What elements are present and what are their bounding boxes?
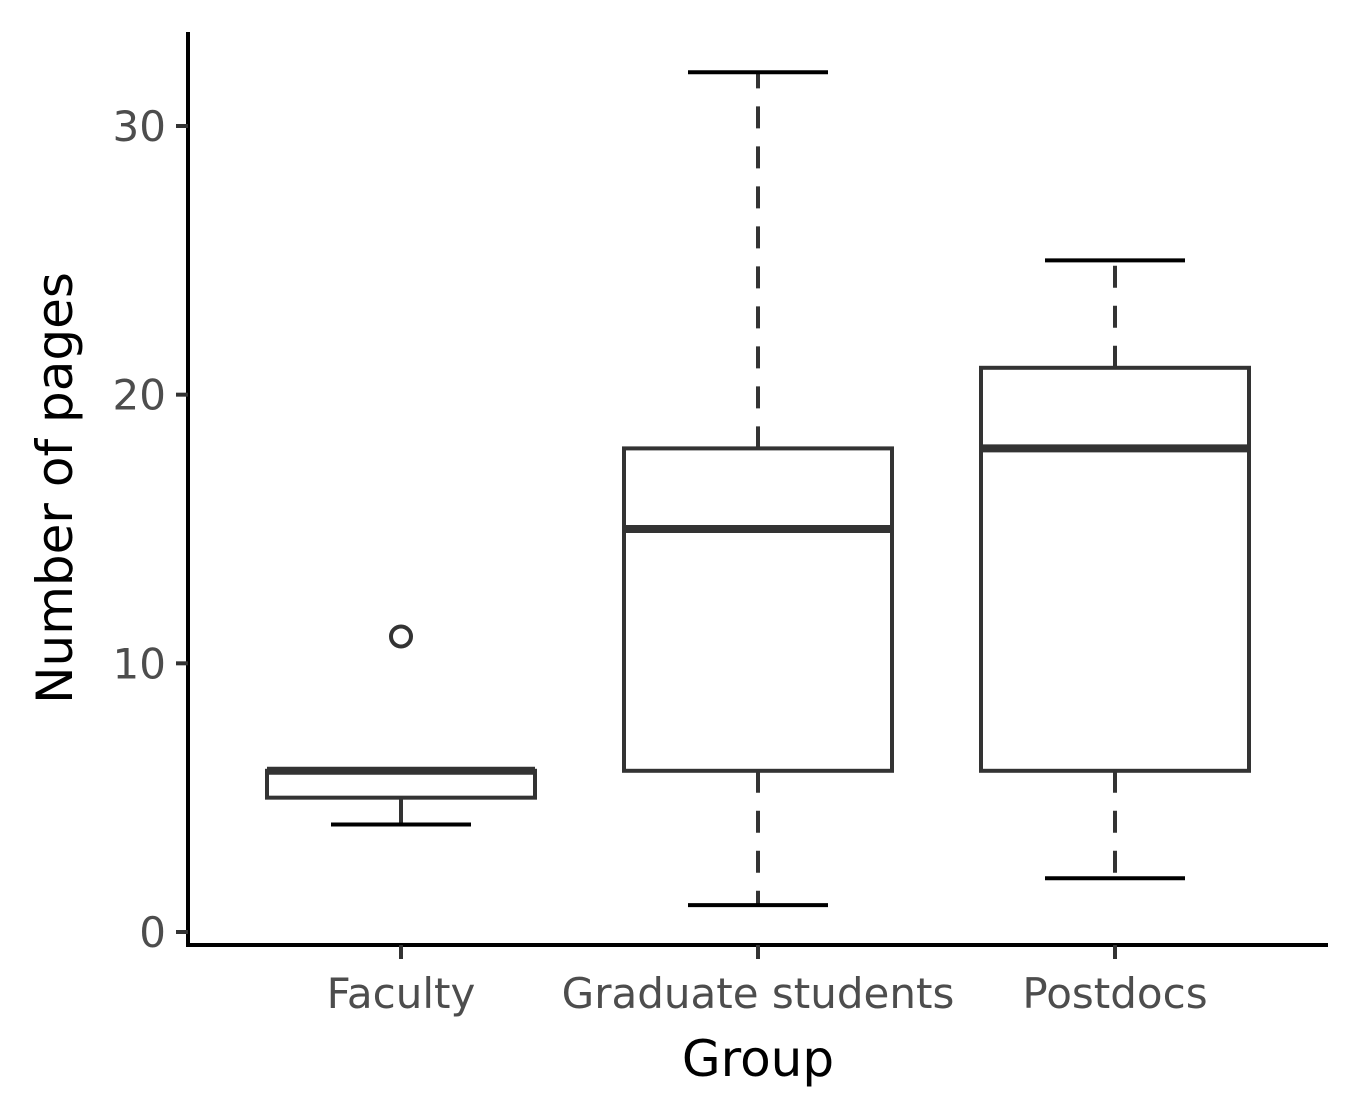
- box-iqr: [622, 446, 894, 773]
- x-tick-label: Faculty: [327, 969, 476, 1018]
- x-tick-label: Postdocs: [1022, 969, 1207, 1018]
- x-axis-title: Group: [682, 1030, 834, 1088]
- y-tick-label: 30: [113, 102, 166, 151]
- y-axis-title: Number of pages: [26, 272, 84, 704]
- x-tick-label: Graduate students: [562, 969, 955, 1018]
- y-tick-label: 20: [113, 371, 166, 420]
- y-tick-label: 0: [139, 908, 166, 957]
- x-axis-ticks: Faculty Graduate students Postdocs: [327, 945, 1208, 1018]
- box-graduate-students: [622, 70, 894, 908]
- box-faculty: [265, 624, 537, 827]
- box-postdocs: [979, 258, 1251, 881]
- outlier-point: [389, 624, 413, 649]
- box-iqr: [979, 365, 1251, 773]
- y-axis-ticks: 0 10 20 30: [113, 102, 188, 957]
- y-tick-label: 10: [113, 639, 166, 688]
- box-iqr: [265, 768, 537, 800]
- boxes: [265, 70, 1251, 908]
